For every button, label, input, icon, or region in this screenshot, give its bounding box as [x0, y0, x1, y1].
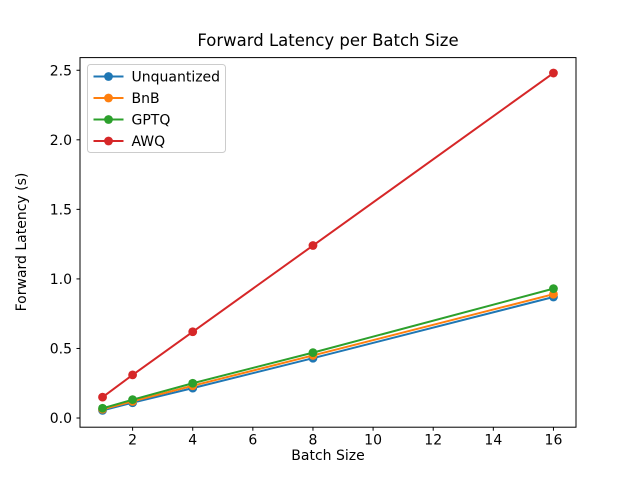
y-tick-label: 0.0: [50, 411, 72, 427]
x-tick-label: 14: [484, 433, 502, 449]
x-tick-label: 8: [309, 433, 318, 449]
x-tick-label: 16: [545, 433, 563, 449]
y-tick-label: 2.0: [50, 133, 72, 149]
data-point-GPTQ: [549, 284, 558, 294]
x-tick-label: 12: [424, 433, 442, 449]
chart-title: Forward Latency per Batch Size: [197, 31, 458, 50]
y-tick-label: 0.5: [50, 341, 72, 357]
legend-label-Unquantized: Unquantized: [132, 70, 221, 86]
data-point-GPTQ: [188, 378, 198, 388]
data-point-AWQ: [308, 241, 318, 250]
y-tick-label: 2.5: [50, 63, 72, 79]
legend-label-BnB: BnB: [132, 91, 160, 107]
legend: Unquantized BnB GPTQ AWQ: [87, 64, 226, 153]
axes-spines: [79, 57, 577, 428]
series-line-Unquantized: [101, 295, 555, 412]
data-point-GPTQ: [98, 403, 107, 413]
data-point-AWQ: [188, 327, 198, 337]
legend-label-AWQ: AWQ: [132, 134, 166, 150]
legend-label-GPTQ: GPTQ: [132, 113, 171, 129]
y-tick-label: 1.5: [50, 202, 72, 218]
data-point-GPTQ: [308, 348, 318, 358]
data-point-AWQ: [98, 392, 107, 402]
legend-marker-sample: [104, 136, 113, 146]
legend-box: [87, 64, 226, 153]
x-tick-label: 6: [248, 433, 257, 449]
x-axis-label: Batch Size: [291, 448, 364, 464]
plot-area: 2 4 6 8 10 12 14 16 0.0 0.5 1.0 1.5 2.0 2.5: [50, 57, 577, 449]
series-line-BnB: [101, 293, 555, 411]
data-point-AWQ: [549, 68, 558, 78]
y-tick-label: 1.0: [50, 272, 72, 288]
legend-marker-sample: [104, 72, 113, 81]
legend-marker-sample: [104, 93, 113, 103]
x-tick-label: 4: [188, 433, 197, 449]
data-point-GPTQ: [128, 395, 138, 405]
legend-marker-sample: [104, 115, 113, 124]
x-tick-label: 10: [364, 433, 382, 449]
data-point-AWQ: [128, 370, 138, 380]
y-axis-label: Forward Latency (s): [14, 173, 30, 312]
x-tick-label: 2: [128, 433, 137, 449]
